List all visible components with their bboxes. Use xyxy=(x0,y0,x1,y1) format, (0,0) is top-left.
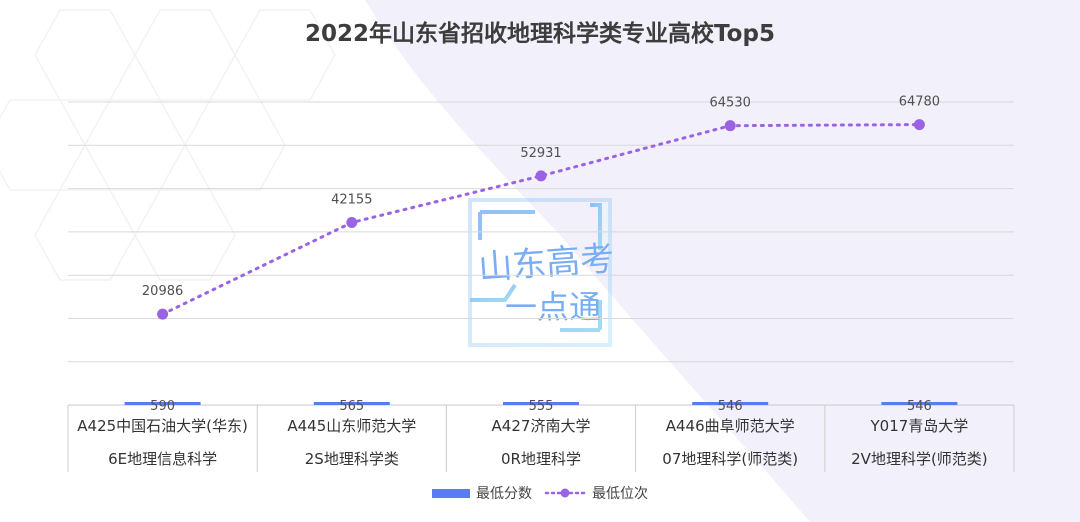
category-label-line2: 2S地理科学类 xyxy=(305,450,399,468)
line-value-label: 42155 xyxy=(331,193,372,208)
legend-item-bar[interactable]: 最低分数 xyxy=(432,483,532,503)
line-point xyxy=(535,170,547,182)
legend-line-swatch xyxy=(544,488,586,498)
legend-bar-swatch xyxy=(432,488,470,498)
category-label-line1: A425中国石油大学(华东) xyxy=(77,417,248,435)
bar-value-label: 555 xyxy=(529,399,554,414)
category-label-line1: Y017青岛大学 xyxy=(870,417,969,435)
legend-item-line[interactable]: 最低位次 xyxy=(544,483,648,503)
line-point xyxy=(157,308,169,320)
bar-value-label: 590 xyxy=(150,399,175,414)
category-label-line2: 07地理科学(师范类) xyxy=(662,450,798,468)
watermark-logo xyxy=(468,198,612,347)
watermark-text-line1: 山东高考 xyxy=(477,239,615,288)
line-path xyxy=(161,123,921,316)
bar xyxy=(881,402,958,405)
line-point xyxy=(724,120,736,132)
line-series xyxy=(157,119,925,320)
bar xyxy=(313,402,390,405)
bar-series xyxy=(124,402,958,405)
watermark-text-line2: 一点通 xyxy=(505,288,601,326)
chart-title: 2022年山东省招收地理科学类专业高校Top5 xyxy=(305,21,775,47)
category-label-line2: 0R地理科学 xyxy=(501,450,581,468)
legend-label-bar: 最低分数 xyxy=(476,486,532,502)
legend-label-line: 最低位次 xyxy=(592,486,648,502)
bar xyxy=(692,402,769,405)
bar xyxy=(503,402,579,405)
category-label-line1: A427济南大学 xyxy=(492,417,591,435)
line-point xyxy=(346,217,358,229)
bar-value-label: 546 xyxy=(718,399,743,414)
line-value-label: 64530 xyxy=(710,96,751,111)
bar-value-label: 565 xyxy=(339,399,364,414)
line-value-label: 52931 xyxy=(520,146,561,161)
bar-value-label: 546 xyxy=(907,399,932,414)
line-value-label: 20986 xyxy=(142,284,183,299)
category-label-line2: 6E地理信息科学 xyxy=(108,450,217,468)
category-label-line2: 2V地理科学(师范类) xyxy=(851,450,988,468)
line-value-label: 64780 xyxy=(899,95,940,110)
category-label-line1: A445山东师范大学 xyxy=(287,417,416,435)
data-labels: 590 565 555 546 546 A425中国石油大学(华东) 6E地理信息科学 A44… xyxy=(77,95,987,468)
bar xyxy=(124,402,201,405)
line-point xyxy=(913,119,925,131)
category-label-line1: A446曲阜师范大学 xyxy=(666,417,795,435)
legend: 最低分数 最低位次 xyxy=(0,483,1080,503)
